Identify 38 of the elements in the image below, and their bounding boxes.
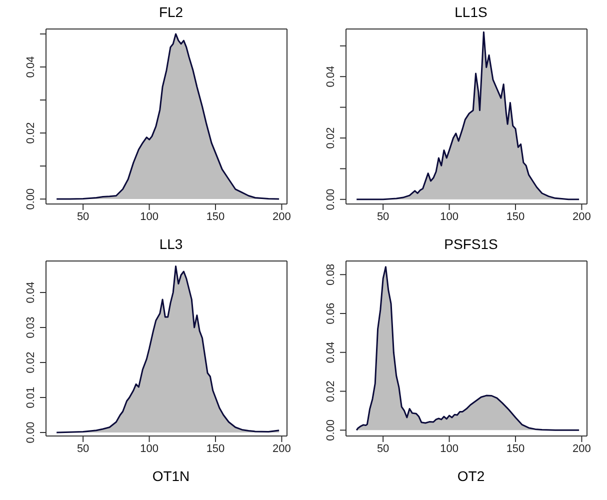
x-tick-label: 150 bbox=[206, 442, 225, 455]
y-tick-label: 0.08 bbox=[325, 264, 337, 286]
y-tick-label: 0.04 bbox=[325, 342, 337, 364]
x-tick-label: 50 bbox=[376, 442, 390, 455]
y-tick-label: 0.00 bbox=[325, 188, 337, 210]
text: OT2 bbox=[456, 468, 486, 484]
y-tick-label: 0.00 bbox=[325, 419, 337, 441]
x-tick-label: 150 bbox=[506, 210, 525, 223]
y-tick-label: 0.03 bbox=[25, 316, 37, 338]
y-tick-label: 0.01 bbox=[25, 386, 37, 408]
y-tick-label: 0.02 bbox=[325, 380, 337, 402]
y-tick-label: 0.04 bbox=[25, 282, 37, 304]
x-tick-label: 100 bbox=[440, 210, 458, 223]
x-tick-label: 100 bbox=[440, 442, 458, 455]
y-tick-label: 0.02 bbox=[325, 127, 337, 149]
y-tick-label: 0.02 bbox=[25, 122, 37, 144]
x-tick-label: 150 bbox=[506, 442, 525, 455]
x-tick-label: 200 bbox=[272, 210, 291, 223]
x-tick-label: 200 bbox=[572, 210, 591, 223]
x-tick-label: 100 bbox=[140, 442, 158, 455]
chart-title: LL1S bbox=[454, 4, 488, 20]
chart-title: PSFS1S bbox=[443, 236, 499, 252]
text: OT1N bbox=[151, 468, 191, 484]
x-tick-label: 50 bbox=[76, 442, 90, 455]
y-tick-label: 0.04 bbox=[325, 66, 337, 88]
y-tick-label: 0.02 bbox=[25, 352, 37, 374]
chart-title: LL3 bbox=[158, 236, 184, 252]
x-tick-label: 200 bbox=[572, 442, 591, 455]
y-tick-label: 0.00 bbox=[25, 188, 37, 210]
x-tick-label: 150 bbox=[206, 210, 225, 223]
x-tick-label: 50 bbox=[76, 210, 90, 223]
y-tick-label: 0.04 bbox=[25, 56, 37, 78]
x-tick-label: 100 bbox=[140, 210, 158, 223]
y-tick-label: 0.06 bbox=[325, 302, 337, 324]
y-tick-label: 0.00 bbox=[25, 422, 37, 444]
x-tick-label: 50 bbox=[376, 210, 390, 223]
x-tick-label: 200 bbox=[272, 442, 291, 455]
chart-title: FL2 bbox=[158, 4, 184, 20]
